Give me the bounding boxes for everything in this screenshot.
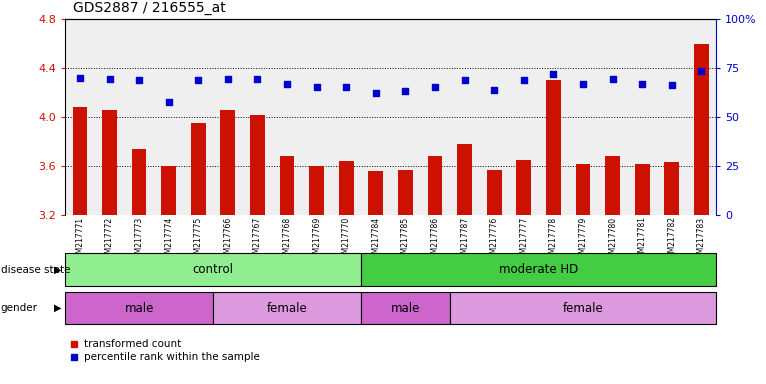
Bar: [361, 292, 450, 324]
Bar: [250, 115, 265, 215]
Point: [429, 83, 441, 89]
Bar: [162, 166, 176, 215]
Bar: [65, 292, 213, 324]
Point: [281, 81, 293, 87]
Text: male: male: [391, 302, 420, 314]
Bar: [65, 19, 95, 215]
Text: male: male: [124, 302, 154, 314]
Bar: [221, 110, 235, 215]
Bar: [398, 170, 413, 215]
Bar: [538, 19, 568, 215]
Text: female: female: [267, 302, 307, 314]
Text: control: control: [192, 263, 234, 276]
Bar: [95, 19, 124, 215]
Bar: [487, 170, 502, 215]
Bar: [421, 19, 450, 215]
Bar: [309, 166, 324, 215]
Point: [547, 71, 559, 77]
Bar: [213, 19, 243, 215]
Bar: [184, 19, 213, 215]
Point: [310, 83, 322, 89]
Bar: [272, 19, 302, 215]
Bar: [568, 19, 597, 215]
Bar: [102, 110, 117, 215]
Bar: [546, 80, 561, 215]
Bar: [361, 19, 391, 215]
Bar: [65, 253, 361, 286]
Bar: [391, 19, 421, 215]
Bar: [597, 19, 627, 215]
Bar: [457, 144, 472, 215]
Bar: [509, 19, 538, 215]
Point: [488, 87, 500, 93]
Text: ▶: ▶: [54, 303, 61, 313]
Text: ▶: ▶: [54, 265, 61, 275]
Bar: [450, 19, 480, 215]
Legend: transformed count, percentile rank within the sample: transformed count, percentile rank withi…: [70, 339, 260, 362]
Point: [192, 77, 205, 83]
Bar: [73, 108, 87, 215]
Point: [340, 83, 352, 89]
Bar: [332, 19, 361, 215]
Bar: [339, 161, 354, 215]
Bar: [124, 19, 154, 215]
Bar: [627, 19, 657, 215]
Bar: [361, 253, 716, 286]
Point: [251, 76, 264, 82]
Bar: [686, 19, 716, 215]
Bar: [605, 156, 620, 215]
Bar: [657, 19, 686, 215]
Text: gender: gender: [1, 303, 38, 313]
Point: [74, 75, 86, 81]
Bar: [694, 44, 709, 215]
Point: [162, 99, 175, 106]
Bar: [516, 160, 532, 215]
Point: [607, 76, 619, 82]
Point: [399, 88, 411, 94]
Point: [133, 77, 146, 83]
Bar: [243, 19, 272, 215]
Bar: [480, 19, 509, 215]
Point: [459, 77, 471, 83]
Bar: [191, 123, 206, 215]
Point: [577, 81, 589, 87]
Bar: [450, 292, 716, 324]
Point: [222, 76, 234, 82]
Point: [370, 89, 382, 96]
Point: [696, 68, 708, 74]
Bar: [664, 162, 679, 215]
Point: [666, 82, 678, 88]
Bar: [302, 19, 332, 215]
Text: moderate HD: moderate HD: [499, 263, 578, 276]
Text: disease state: disease state: [1, 265, 70, 275]
Point: [636, 81, 648, 87]
Bar: [635, 164, 650, 215]
Bar: [280, 156, 294, 215]
Bar: [154, 19, 184, 215]
Text: GDS2887 / 216555_at: GDS2887 / 216555_at: [73, 2, 225, 15]
Text: female: female: [563, 302, 604, 314]
Bar: [132, 149, 146, 215]
Bar: [213, 292, 361, 324]
Bar: [368, 171, 383, 215]
Bar: [575, 164, 591, 215]
Bar: [427, 156, 443, 215]
Point: [103, 76, 116, 82]
Point: [518, 77, 530, 83]
